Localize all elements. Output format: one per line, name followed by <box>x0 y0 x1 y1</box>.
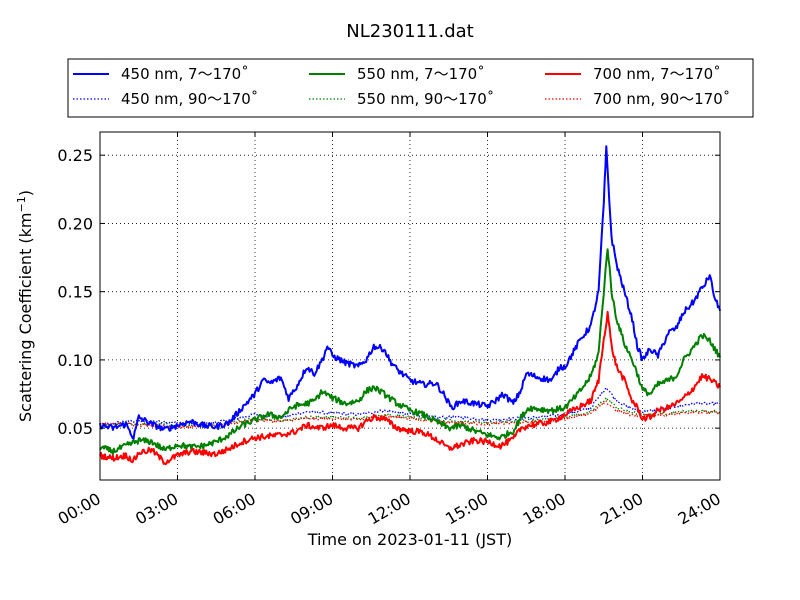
x-tick-label: 24:00 <box>675 489 724 529</box>
y-tick-label: 0.05 <box>57 419 93 438</box>
y-axis-label-close: ) <box>16 190 35 196</box>
y-tick-label: 0.25 <box>57 146 93 165</box>
x-axis-label: Time on 2023-01-11 (JST) <box>307 530 512 549</box>
series-line-2 <box>99 248 721 456</box>
chart-title: NL230111.dat <box>346 21 473 42</box>
grid <box>100 132 720 480</box>
legend-label-4: 450 nm, 90～170˚ <box>121 90 258 108</box>
legend-frame <box>67 58 754 118</box>
legend-label-2: 550 nm, 7～170˚ <box>357 65 485 83</box>
legend: 450 nm, 7～170˚ 550 nm, 7～170˚ 700 nm, 7～17… <box>67 58 754 118</box>
ticks: 00:00 03:00 06:00 09:00 12:00 15:00 18:00 21:00… <box>55 132 724 529</box>
legend-label-6: 700 nm, 90～170˚ <box>593 90 730 108</box>
series-line-1 <box>99 145 721 440</box>
x-tick-label: 03:00 <box>132 489 181 529</box>
x-tick-label: 09:00 <box>287 489 336 529</box>
series-line-3 <box>99 310 721 466</box>
y-tick-label: 0.10 <box>57 351 93 370</box>
series-line-4 <box>99 386 721 427</box>
y-axis-label-main: Scattering Coefficient (km <box>16 212 35 422</box>
legend-label-1: 450 nm, 7～170˚ <box>121 65 249 83</box>
y-axis-label-sup: −1 <box>15 196 28 212</box>
x-tick-label: 18:00 <box>520 489 569 529</box>
x-tick-label: 00:00 <box>55 489 104 529</box>
x-tick-label: 06:00 <box>210 489 259 529</box>
series-layer <box>99 145 721 466</box>
x-tick-label: 21:00 <box>597 489 646 529</box>
y-tick-label: 0.20 <box>57 214 93 233</box>
x-tick-label: 12:00 <box>365 489 414 529</box>
x-tick-label: 15:00 <box>442 489 491 529</box>
legend-label-5: 550 nm, 90～170˚ <box>357 90 494 108</box>
legend-label-3: 700 nm, 7～170˚ <box>593 65 721 83</box>
y-axis-label: Scattering Coefficient (km−1) <box>15 190 35 422</box>
y-tick-label: 0.15 <box>57 283 93 302</box>
